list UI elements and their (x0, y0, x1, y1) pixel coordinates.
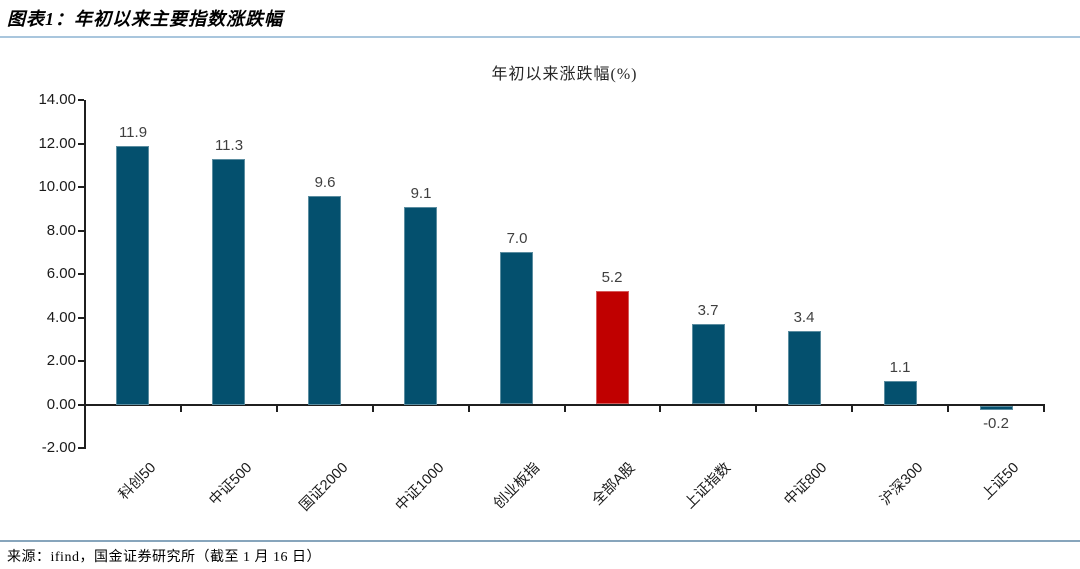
header-divider (0, 36, 1080, 38)
x-axis-tick (180, 404, 182, 412)
x-axis-tick (947, 404, 949, 412)
bar-value-label: 5.2 (601, 269, 623, 286)
y-tick-label: 10.00 (38, 178, 76, 195)
chart-title: 年初以来涨跌幅(%) (491, 66, 638, 83)
x-tick-label: 中证1000 (392, 459, 448, 515)
bar-value-label: -0.2 (983, 415, 1009, 432)
bar (500, 252, 533, 404)
bar-value-label: 9.1 (410, 185, 432, 202)
bar (980, 406, 1013, 410)
x-axis-tick (276, 404, 278, 412)
bar-value-label: 11.3 (214, 137, 244, 154)
x-tick-label: 中证800 (781, 459, 831, 509)
x-axis-tick (659, 404, 661, 412)
y-tick-label: 2.00 (46, 352, 76, 369)
figure-caption: 图表1：年初以来主要指数涨跌幅 (7, 9, 283, 29)
x-axis-tick (1043, 404, 1045, 412)
bar (308, 196, 341, 405)
bar (884, 381, 917, 405)
x-axis-tick (755, 404, 757, 412)
x-axis-tick (372, 404, 374, 412)
bar-value-label: 3.4 (793, 309, 815, 326)
y-axis-tick (78, 360, 84, 362)
y-axis-tick (78, 143, 84, 145)
y-tick-label: 14.00 (38, 91, 76, 108)
bar (596, 291, 629, 404)
bar (212, 159, 245, 405)
y-axis-tick (78, 317, 84, 319)
x-axis-tick (851, 404, 853, 412)
x-tick-label: 国证2000 (296, 459, 352, 515)
y-axis-line (84, 100, 86, 449)
bar (788, 331, 821, 405)
x-tick-label: 中证500 (206, 459, 256, 509)
y-axis-tick (78, 447, 84, 449)
x-tick-label: 科创50 (115, 459, 160, 504)
y-axis-tick (78, 99, 84, 101)
footer-divider (0, 540, 1080, 542)
bar (692, 324, 725, 404)
source-note: 来源：ifind，国金证券研究所（截至 1 月 16 日） (7, 550, 321, 565)
y-tick-label: -2.00 (41, 439, 76, 456)
x-axis-tick (564, 404, 566, 412)
y-tick-label: 6.00 (46, 265, 76, 282)
x-tick-label: 创业板指 (490, 459, 544, 513)
bar (116, 146, 149, 405)
bar (404, 207, 437, 405)
bar-value-label: 3.7 (697, 302, 719, 319)
x-tick-label: 上证指数 (681, 459, 735, 513)
x-tick-label: 上证50 (978, 459, 1023, 504)
y-axis-tick (78, 186, 84, 188)
x-axis-tick (468, 404, 470, 412)
y-tick-label: 8.00 (46, 222, 76, 239)
x-tick-label: 全部A股 (589, 459, 639, 509)
y-axis-tick (78, 404, 84, 406)
y-tick-label: 12.00 (38, 135, 76, 152)
x-tick-label: 沪深300 (877, 459, 927, 509)
y-tick-label: 4.00 (46, 309, 76, 326)
bar-value-label: 1.1 (889, 359, 911, 376)
y-axis-tick (78, 273, 84, 275)
bar-value-label: 9.6 (314, 174, 336, 191)
bar-value-label: 11.9 (118, 124, 148, 141)
y-tick-label: 0.00 (46, 396, 76, 413)
bar-value-label: 7.0 (506, 230, 528, 247)
y-axis-tick (78, 230, 84, 232)
